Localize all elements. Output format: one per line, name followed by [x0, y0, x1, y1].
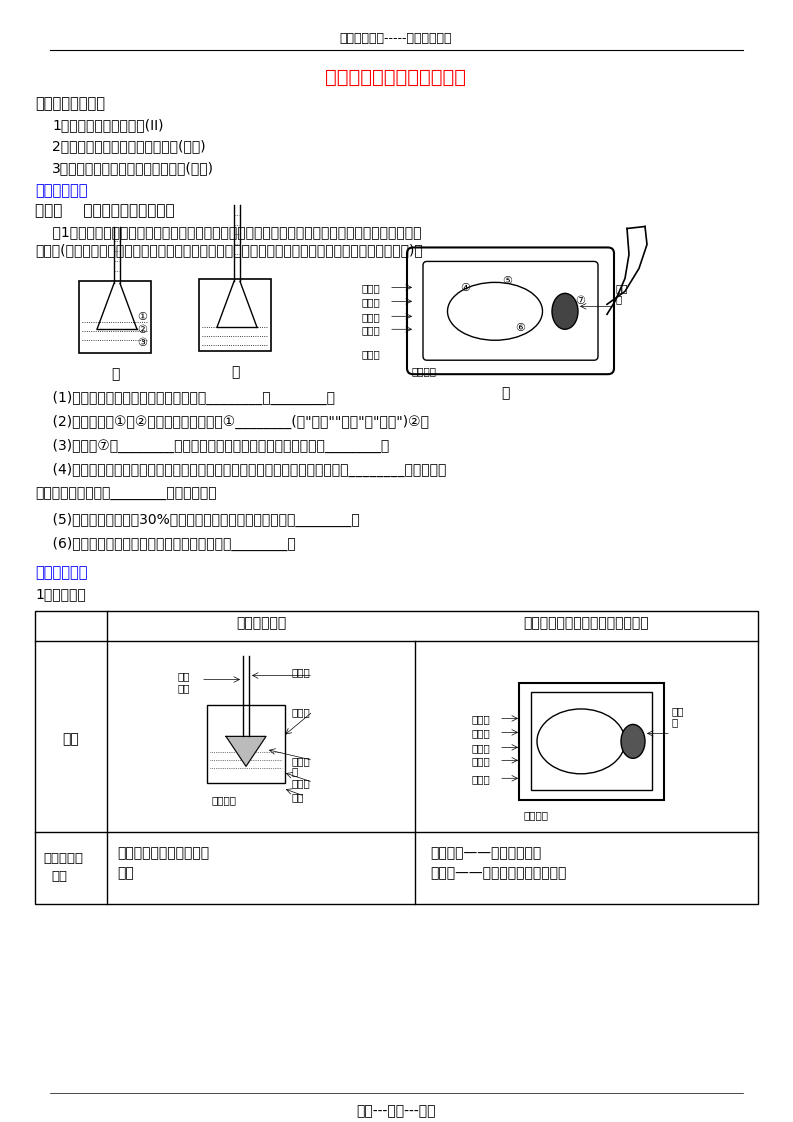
Text: 原生质层——选择透过性膜: 原生质层——选择透过性膜 [430, 846, 542, 861]
Text: 外界溶液: 外界溶液 [411, 366, 436, 376]
Text: 外界溶液: 外界溶液 [212, 795, 237, 806]
Text: 【提分秘籍】: 【提分秘籍】 [35, 564, 87, 580]
Text: 度差: 度差 [117, 866, 134, 880]
Ellipse shape [621, 725, 645, 758]
Text: 题型一    渗透系统的组成及应用: 题型一 渗透系统的组成及应用 [35, 203, 174, 219]
Text: 丙: 丙 [501, 386, 509, 401]
Polygon shape [226, 736, 266, 766]
Text: 溶液: 溶液 [177, 683, 190, 693]
Text: 乙: 乙 [231, 365, 239, 379]
Text: 外界溶液: 外界溶液 [524, 810, 549, 820]
Text: 的这一特性与其膜上________的作用有关。: 的这一特性与其膜上________的作用有关。 [35, 487, 216, 500]
Text: (5)若把根毛细胞放在30%的蔗糖溶液中，它会出现的变化是________。: (5)若把根毛细胞放在30%的蔗糖溶液中，它会出现的变化是________。 [35, 513, 360, 527]
Text: 3．观察植物细胞的质壁分离和复原(实验): 3．观察植物细胞的质壁分离和复原(实验) [52, 162, 214, 176]
Bar [199, 279, 271, 351]
Text: 细胞膜: 细胞膜 [361, 297, 380, 307]
Text: 细胞膜: 细胞膜 [471, 728, 490, 738]
Text: 细胞液: 细胞液 [291, 668, 310, 678]
Text: 基本组成及: 基本组成及 [43, 852, 83, 865]
Text: 图解: 图解 [63, 733, 79, 746]
Text: 细胞质: 细胞质 [471, 744, 490, 753]
Text: 物质跨膜运输的实例与方式: 物质跨膜运输的实例与方式 [325, 67, 466, 86]
Text: 半透膜: 半透膜 [291, 779, 310, 789]
Text: 核: 核 [615, 294, 621, 304]
Text: (6)盐碱地中的植物常出现萎蔫现象，其原因是________。: (6)盐碱地中的植物常出现萎蔫现象，其原因是________。 [35, 536, 296, 551]
Text: 精选优质文档-----倾情为你奉上: 精选优质文档-----倾情为你奉上 [339, 31, 452, 45]
Text: 蔗糖: 蔗糖 [177, 672, 190, 681]
Text: 细胞质: 细胞质 [361, 312, 380, 322]
Text: 清水: 清水 [291, 792, 304, 802]
Text: ⑤: ⑤ [502, 276, 512, 286]
Text: 细胞液: 细胞液 [471, 715, 490, 725]
Text: 半透膜两侧的溶液具有浓: 半透膜两侧的溶液具有浓 [117, 846, 209, 861]
Ellipse shape [552, 293, 578, 329]
Text: (2)比较甲图中①和②处溶液浓度的大小：①________(填"大小""小于"或"等于")②。: (2)比较甲图中①和②处溶液浓度的大小：①________(填"大小""小于"或… [35, 415, 429, 430]
Text: ③: ③ [137, 338, 147, 348]
Text: 细胞壁: 细胞壁 [471, 774, 490, 784]
Text: 2．通过模拟实验探究膜的通透性(实验): 2．通过模拟实验探究膜的通透性(实验) [52, 140, 205, 154]
Bar [519, 682, 664, 800]
Text: 列问题(甲图是发生渗透作用的初始状态，乙图是甲图发生了较长时间的渗透作用之后达到的平衡状态)。: 列问题(甲图是发生渗透作用的初始状态，乙图是甲图发生了较长时间的渗透作用之后达到… [35, 243, 423, 257]
Text: ⑦: ⑦ [575, 296, 585, 306]
Text: ⑥: ⑥ [515, 323, 525, 333]
Text: (3)丙图中⑦为________，其在渗透系统中的作用类似于甲图中的________。: (3)丙图中⑦为________，其在渗透系统中的作用类似于甲图中的______… [35, 439, 389, 453]
Text: 液泡膜: 液泡膜 [471, 756, 490, 766]
Text: 细胞液: 细胞液 [361, 284, 380, 293]
Text: 细胞: 细胞 [615, 284, 627, 293]
Text: (4)甲图和丙图中都有渗透膜，两者相比其本质的区别是细胞膜作为生物膜具有________性，细胞膜: (4)甲图和丙图中都有渗透膜，两者相比其本质的区别是细胞膜作为生物膜具有____… [35, 463, 446, 477]
Text: 【高频考点解读】: 【高频考点解读】 [35, 95, 105, 111]
Text: 例1．如图中甲、乙两图是渗透装置示意图，丙图是根毛细胞示意图。请根据甲、乙、丙三图回答下: 例1．如图中甲、乙两图是渗透装置示意图，丙图是根毛细胞示意图。请根据甲、乙、丙三… [35, 226, 422, 239]
Text: 【热点题型】: 【热点题型】 [35, 184, 87, 199]
Text: 渗透作用模型: 渗透作用模型 [236, 617, 286, 631]
Text: 专心---专注---专业: 专心---专注---专业 [356, 1104, 435, 1119]
Text: 层: 层 [291, 766, 297, 776]
Bar [35, 610, 758, 904]
Text: 植物细胞与外界溶液形成渗透系统: 植物细胞与外界溶液形成渗透系统 [523, 617, 649, 631]
Text: 细胞膜: 细胞膜 [291, 708, 310, 717]
Text: ④: ④ [460, 284, 470, 293]
Text: 1．物质出入细胞的方式(II): 1．物质出入细胞的方式(II) [52, 118, 163, 131]
Text: ②: ② [137, 325, 147, 335]
Text: 浓度差——细胞液与外界溶液之间: 浓度差——细胞液与外界溶液之间 [430, 866, 566, 880]
Text: 细胞壁: 细胞壁 [361, 349, 380, 359]
Text: 条件: 条件 [51, 870, 67, 883]
Bar [531, 692, 652, 790]
Bar [207, 706, 285, 783]
Text: 原生质: 原生质 [291, 756, 310, 766]
Text: (1)典型的渗透装置必须具备两个条件：________、________。: (1)典型的渗透装置必须具备两个条件：________、________。 [35, 392, 335, 405]
Text: 液泡膜: 液泡膜 [361, 325, 380, 335]
Text: ①: ① [137, 312, 147, 322]
Text: 核: 核 [671, 717, 677, 727]
Bar [79, 282, 151, 353]
Text: 细胞: 细胞 [671, 707, 684, 717]
Text: 1．对比分析: 1．对比分析 [35, 587, 86, 600]
Text: 甲: 甲 [111, 367, 119, 381]
